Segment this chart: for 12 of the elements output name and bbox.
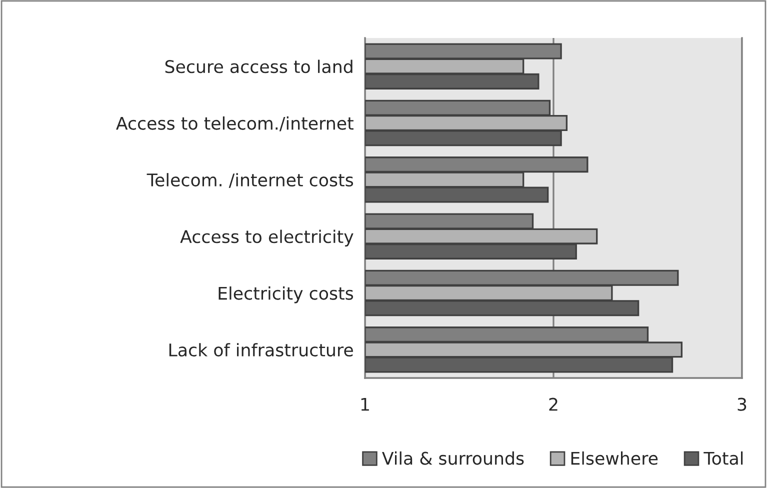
- y-tick-label: Electricity costs: [218, 286, 354, 304]
- y-tick-label: Secure access to land: [165, 60, 352, 74]
- y-tick-label: Access to electricity: [180, 230, 354, 247]
- x-tick-label: 2: [549, 398, 558, 411]
- legend-label: Vila & surrounds: [382, 451, 524, 465]
- y-tick-label: Lack of infrastructure: [169, 343, 353, 357]
- y-tick-label: Access to telecom./internet: [116, 116, 354, 132]
- y-tick-label: Telecom. /internet costs: [146, 173, 354, 188]
- legend-label: Total: [704, 451, 743, 465]
- legend-label: Elsewhere: [571, 451, 658, 465]
- x-tick-label: 3: [738, 398, 746, 411]
- x-tick-label: 1: [361, 398, 369, 411]
